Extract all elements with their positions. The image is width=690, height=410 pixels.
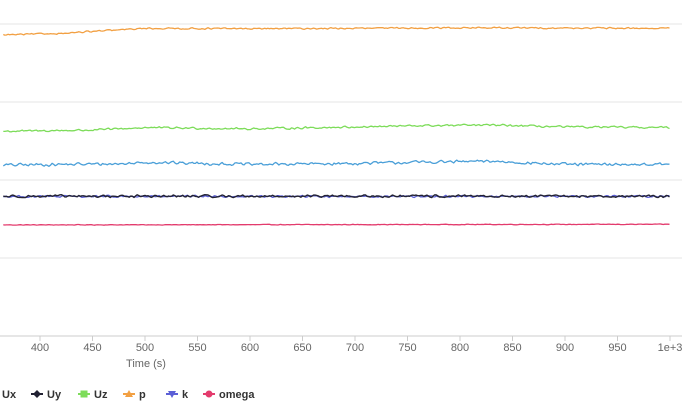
x-tick-label: 750 [398,342,416,354]
plot-area [2,26,670,226]
x-tick-label: 1e+3 [658,342,683,354]
x-axis-title: Time (s) [126,358,166,370]
x-axis: 400 450 500 550 600 650 700 750 800 850 900 950 1e+3 [31,336,683,354]
x-tick-label: 700 [346,342,364,354]
legend-marker-triangle-down [168,391,176,398]
legend-marker-diamond [33,390,41,398]
legend-label: k [182,389,189,401]
legend-item-uy[interactable]: Uy [31,389,62,401]
legend-label: Ux [2,389,17,401]
series-line-uy [3,193,670,199]
legend: Ux Uy Uz p k omega [0,389,255,401]
x-tick-label: 850 [503,342,521,354]
x-tick-label: 550 [188,342,206,354]
legend-marker-square [80,390,88,398]
x-tick-label: 600 [241,342,259,354]
legend-item-ux[interactable]: Ux [0,389,17,401]
series-line-p [3,26,670,36]
legend-label: Uz [94,389,108,401]
legend-label: Uy [47,389,62,401]
series-line-ux [2,159,670,167]
legend-marker-triangle [125,390,133,397]
x-tick-label: 650 [293,342,311,354]
x-tick-label: 900 [556,342,574,354]
x-tick-label: 950 [608,342,626,354]
x-tick-label: 500 [136,342,154,354]
legend-item-uz[interactable]: Uz [78,389,108,401]
gridlines [0,23,682,337]
legend-label: omega [219,389,255,401]
x-tick-label: 800 [451,342,469,354]
legend-label: p [139,389,146,401]
legend-item-k[interactable]: k [166,389,189,401]
legend-item-omega[interactable]: omega [203,389,255,401]
legend-marker-circle [205,390,213,398]
x-tick-label: 450 [83,342,101,354]
legend-item-p[interactable]: p [123,389,146,401]
x-tick-label: 400 [31,342,49,354]
series-line-omega [3,223,670,226]
series-line-uz [3,123,670,133]
